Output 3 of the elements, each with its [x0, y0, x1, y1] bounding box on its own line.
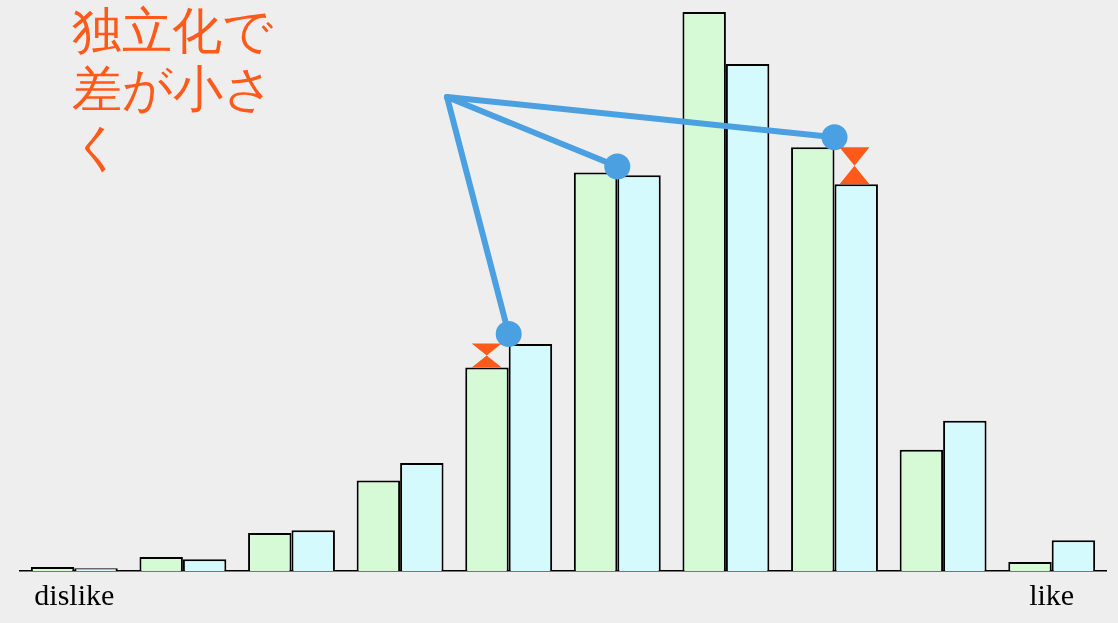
annotation: 独立化で差が小さく [72, 2, 275, 176]
x-tick-label: dislike [34, 577, 115, 611]
x-tick-label: like [1029, 577, 1075, 611]
